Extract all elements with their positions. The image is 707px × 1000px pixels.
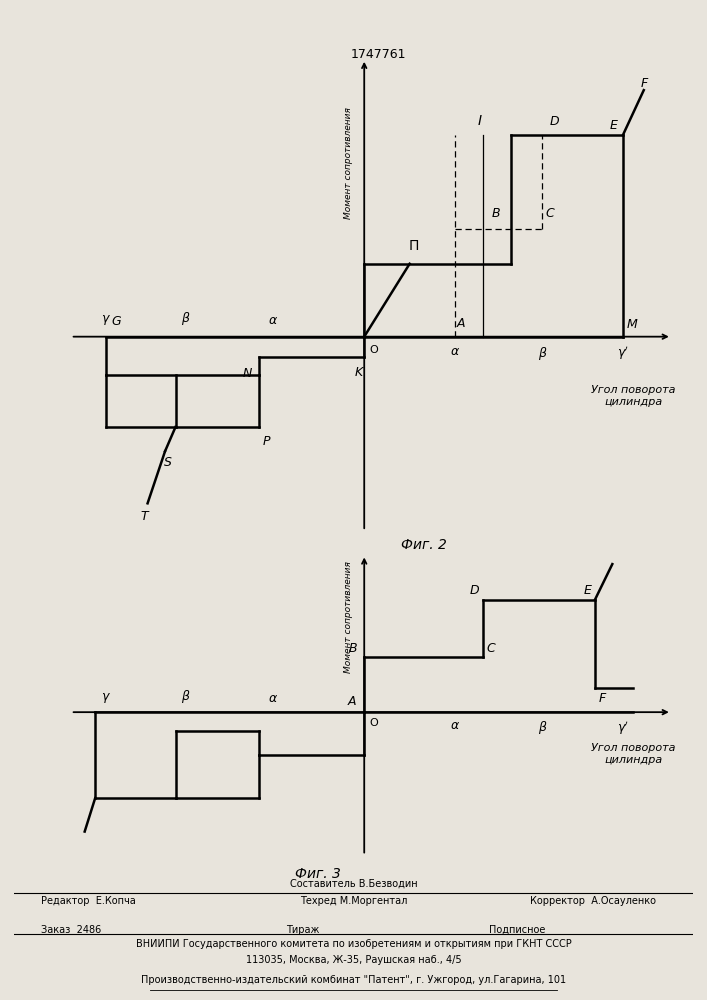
Text: E: E	[609, 119, 617, 132]
Text: D: D	[470, 584, 479, 597]
Text: B: B	[492, 207, 501, 220]
Text: D: D	[549, 115, 559, 128]
Text: A: A	[457, 317, 465, 330]
Text: M: M	[626, 318, 637, 331]
Text: Момент сопротивления: Момент сопротивления	[344, 107, 354, 219]
Text: Составитель В.Безводин: Составитель В.Безводин	[290, 879, 417, 889]
Text: G: G	[111, 315, 121, 328]
Text: S: S	[164, 456, 172, 469]
Text: $\alpha$: $\alpha$	[450, 719, 460, 732]
Text: Угол поворота
цилиндра: Угол поворота цилиндра	[591, 385, 676, 407]
Text: $\alpha$: $\alpha$	[269, 692, 279, 705]
Text: C: C	[486, 642, 496, 655]
Text: $\gamma$: $\gamma$	[100, 691, 110, 705]
Text: A: A	[347, 695, 356, 708]
Text: P: P	[263, 435, 270, 448]
Text: Редактор  Е.Копча: Редактор Е.Копча	[41, 896, 136, 906]
Text: $\beta$: $\beta$	[181, 688, 191, 705]
Text: $\alpha$: $\alpha$	[269, 314, 279, 327]
Text: $\gamma'$: $\gamma'$	[617, 345, 629, 362]
Text: Подписное: Подписное	[489, 925, 546, 935]
Text: Фиг. 2: Фиг. 2	[402, 538, 447, 552]
Text: O: O	[370, 345, 378, 355]
Text: Угол поворота
цилиндра: Угол поворота цилиндра	[591, 743, 676, 765]
Text: Заказ  2486: Заказ 2486	[41, 925, 102, 935]
Text: ВНИИПИ Государственного комитета по изобретениям и открытиям при ГКНТ СССР: ВНИИПИ Государственного комитета по изоб…	[136, 939, 571, 949]
Text: Момент сопротивления: Момент сопротивления	[344, 561, 354, 673]
Text: E: E	[583, 584, 591, 597]
Text: Производственно-издательский комбинат "Патент", г. Ужгород, ул.Гагарина, 101: Производственно-издательский комбинат "П…	[141, 975, 566, 985]
Text: $\Pi$: $\Pi$	[407, 239, 419, 253]
Text: F: F	[641, 77, 648, 90]
Text: C: C	[546, 207, 555, 220]
Text: B: B	[349, 642, 357, 655]
Text: T: T	[140, 510, 148, 523]
Text: $\beta$: $\beta$	[537, 719, 547, 736]
Text: K: K	[354, 366, 363, 379]
Text: $\gamma'$: $\gamma'$	[617, 719, 629, 737]
Text: Тираж: Тираж	[286, 925, 319, 935]
Text: $\alpha$: $\alpha$	[450, 345, 460, 358]
Text: F: F	[598, 692, 606, 705]
Text: $\beta$: $\beta$	[181, 310, 191, 327]
Text: Техред М.Моргентал: Техред М.Моргентал	[300, 896, 407, 906]
Text: 1747761: 1747761	[351, 48, 406, 61]
Text: Фиг. 3: Фиг. 3	[296, 867, 341, 881]
Text: O: O	[370, 718, 378, 728]
Text: $\beta$: $\beta$	[537, 345, 547, 362]
Text: I: I	[477, 114, 481, 128]
Text: $\gamma$: $\gamma$	[100, 313, 110, 327]
Text: 113035, Москва, Ж-35, Раушская наб., 4/5: 113035, Москва, Ж-35, Раушская наб., 4/5	[246, 955, 461, 965]
Text: N: N	[243, 367, 252, 380]
Text: Корректор  А.Осауленко: Корректор А.Осауленко	[530, 896, 656, 906]
